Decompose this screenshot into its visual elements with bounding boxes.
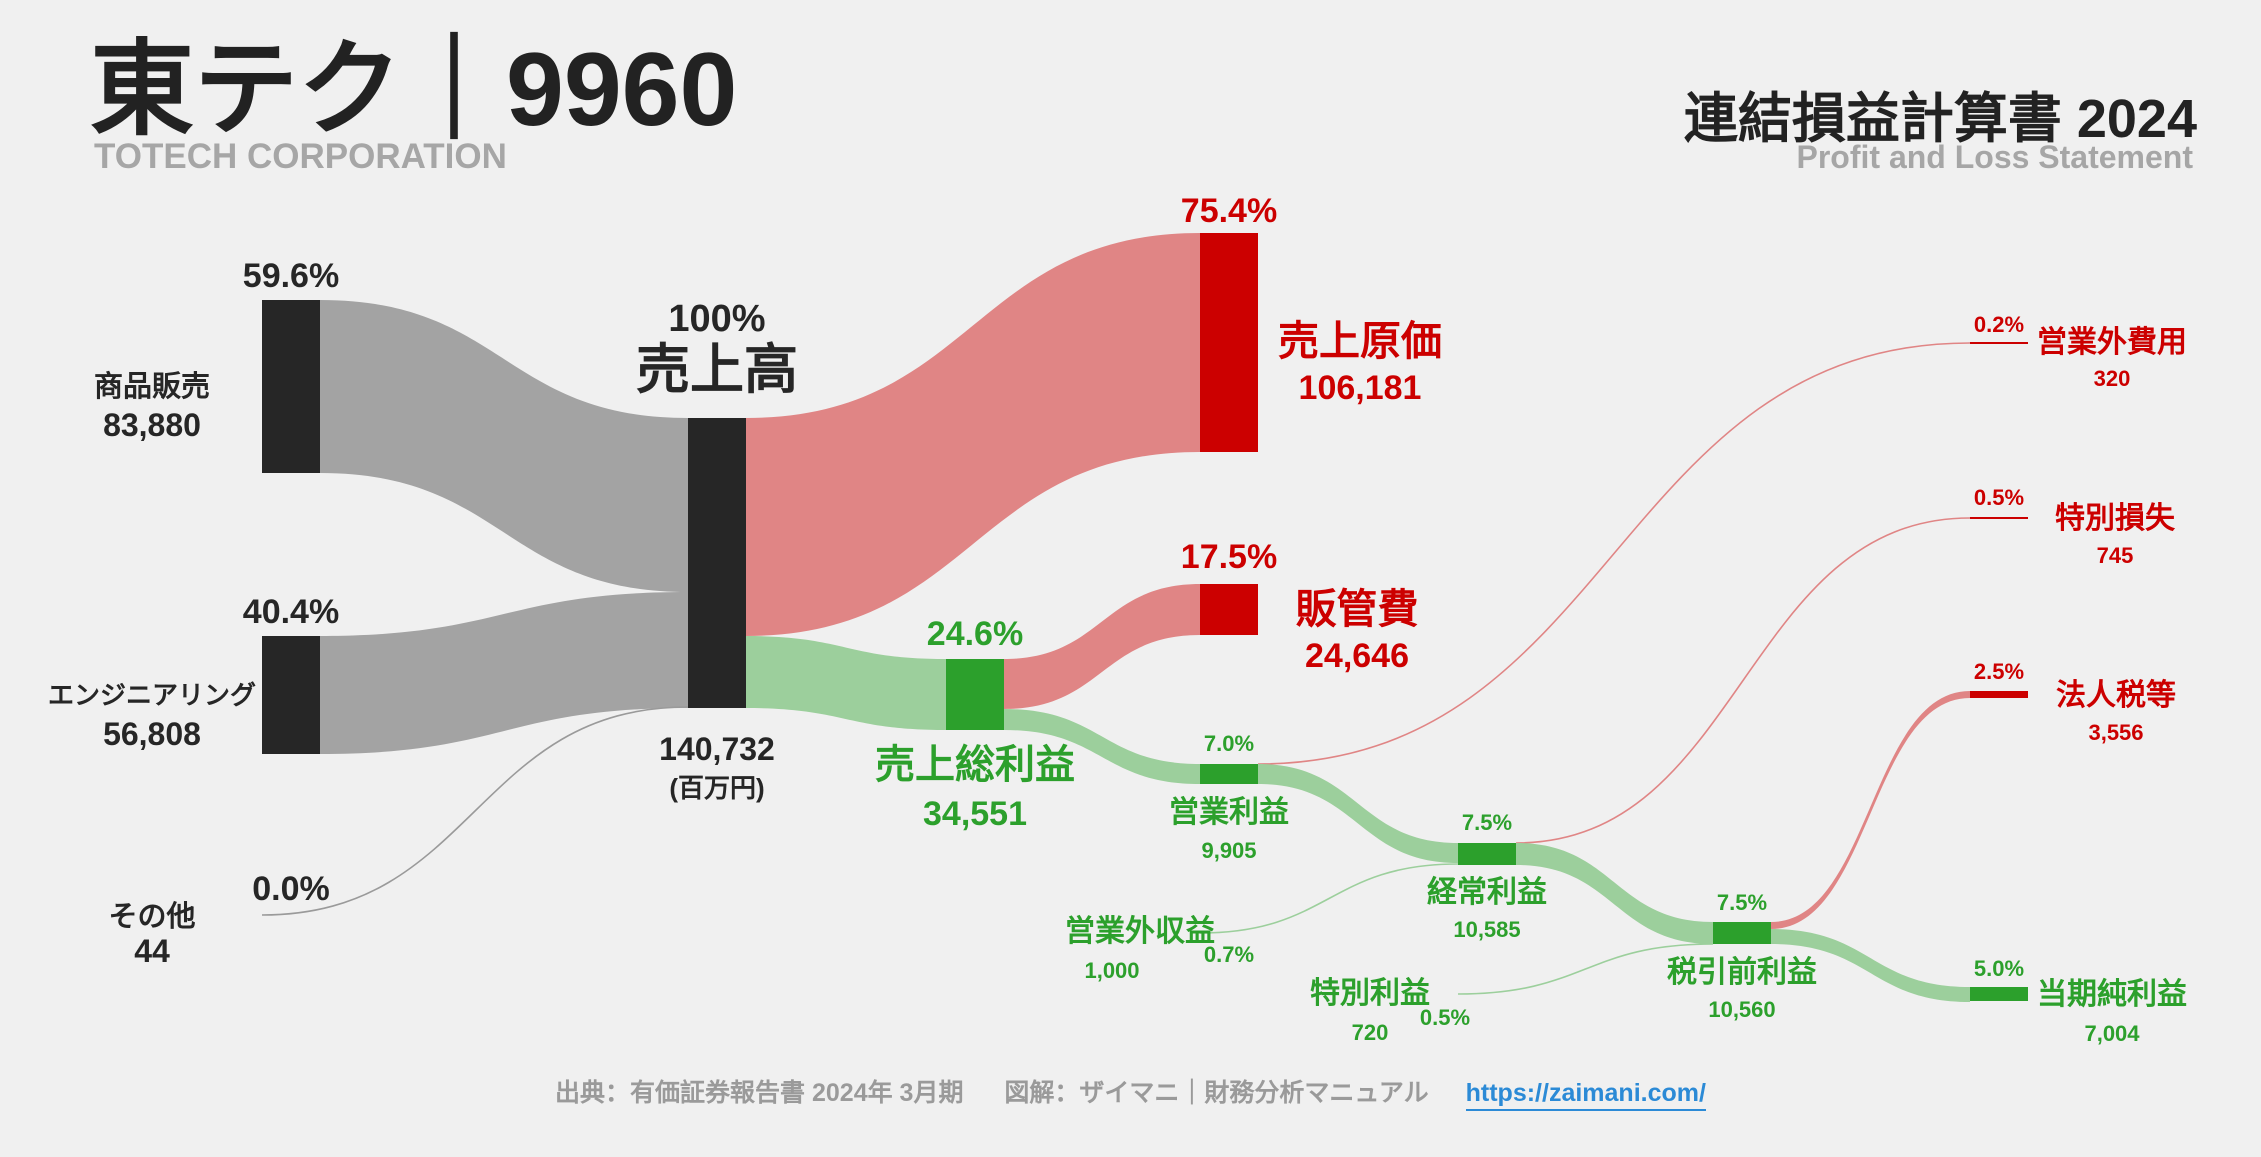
unit-label: (百万円) [669, 773, 764, 803]
percent-label-other: 0.0% [252, 870, 330, 908]
value-label-extra-loss: 745 [2097, 543, 2134, 568]
value-label-operating-profit: 9,905 [1201, 838, 1256, 863]
node-tax [1970, 691, 2028, 698]
node-sales-goods [262, 300, 320, 473]
percent-label-non-op-expense: 0.2% [1974, 312, 2024, 337]
value-label-gross-profit: 34,551 [923, 795, 1027, 833]
node-extra-loss [1970, 517, 2028, 519]
link-pretax_profit-to-net_profit [1771, 929, 1970, 1002]
source-note: 出典：有価証券報告書 2024年 3月期 [555, 1079, 964, 1107]
node-pretax-profit [1713, 922, 1771, 944]
link-pretax_profit-to-tax [1771, 691, 1970, 929]
value-label-non-op-income: 1,000 [1084, 958, 1139, 983]
node-sga [1200, 584, 1258, 635]
name-label-non-op-expense: 営業外費用 [2037, 326, 2187, 359]
name-label-other: その他 [108, 900, 195, 933]
link-operating_profit-to-ordinary_profit [1258, 764, 1458, 863]
percent-label-extra-loss: 0.5% [1974, 485, 2024, 510]
link-ordinary_profit-to-extra_loss [1515, 517, 1971, 844]
link-ordinary_profit-to-pretax_profit [1516, 843, 1713, 944]
name-label-tax: 法人税等 [2056, 678, 2176, 712]
value-label-other: 44 [134, 933, 170, 969]
company-name-en: TOTECH CORPORATION [94, 137, 507, 176]
node-non-op-expense [1970, 342, 2028, 344]
percent-label-non-op-income: 0.7% [1204, 942, 1254, 967]
value-label-tax: 3,556 [2088, 720, 2143, 745]
node-net-profit [1970, 987, 2028, 1001]
link-sales_goods-to-revenue [320, 300, 688, 592]
site-link[interactable]: https://zaimani.com/ [1465, 1079, 1706, 1111]
node-revenue [688, 418, 746, 708]
name-label-sga: 販管費 [1296, 586, 1419, 632]
link-other-to-revenue [261, 706, 689, 916]
percent-label-tax: 2.5% [1974, 659, 2024, 684]
name-label-cogs: 売上原価 [1278, 318, 1442, 364]
name-label-extra-loss: 特別損失 [2055, 502, 2176, 535]
value-label-sales-goods: 83,880 [103, 407, 201, 443]
name-label-pretax-profit: 税引前利益 [1667, 956, 1817, 989]
value-label-ordinary-profit: 10,585 [1453, 917, 1520, 942]
footer: 出典：有価証券報告書 2024年 3月期 図解：ザイマニ｜財務分析マニュアル h… [0, 1073, 2261, 1111]
percent-label-sga: 17.5% [1181, 538, 1277, 576]
percent-label-pretax-profit: 7.5% [1717, 890, 1767, 915]
credit-note: 図解：ザイマニ｜財務分析マニュアル [1004, 1079, 1429, 1107]
statement-title: 連結損益計算書 2024 [1683, 89, 2197, 149]
link-revenue-to-gross_profit [746, 636, 946, 730]
node-gross-profit [946, 659, 1004, 730]
link-non_op_income-to-ordinary_profit [1199, 863, 1459, 934]
company-name: 東テク｜9960 [90, 32, 738, 148]
link-revenue-to-cogs [746, 233, 1200, 636]
percent-label-operating-profit: 7.0% [1204, 731, 1254, 756]
percent-label-net-profit: 5.0% [1974, 956, 2024, 981]
value-label-revenue: 140,732 [659, 731, 775, 767]
value-label-engineering: 56,808 [103, 716, 201, 752]
link-engineering-to-revenue [320, 592, 688, 754]
name-label-net-profit: 当期純利益 [2037, 977, 2187, 1011]
name-label-ordinary-profit: 経常利益 [1427, 875, 1547, 909]
value-label-net-profit: 7,004 [2084, 1021, 2140, 1046]
name-label-revenue: 売上高 [636, 340, 798, 400]
name-label-gross-profit: 売上総利益 [875, 743, 1075, 787]
value-label-non-op-expense: 320 [2094, 366, 2131, 391]
name-label-extra-gain: 特別利益 [1310, 977, 1430, 1010]
name-label-operating-profit: 営業利益 [1169, 796, 1289, 829]
name-label-sales-goods: 商品販売 [94, 370, 210, 403]
percent-label-cogs: 75.4% [1181, 192, 1277, 230]
percent-label-extra-gain: 0.5% [1420, 1005, 1470, 1030]
percent-label-sales-goods: 59.6% [243, 257, 339, 295]
percent-label-revenue: 100% [668, 298, 765, 340]
name-label-engineering: エンジニアリング [48, 680, 256, 710]
value-label-sga: 24,646 [1305, 637, 1409, 675]
node-operating-profit [1200, 764, 1258, 784]
link-gross_profit-to-sga [1004, 584, 1200, 709]
link-extra_gain-to-pretax_profit [1457, 943, 1714, 995]
value-label-pretax-profit: 10,560 [1708, 997, 1775, 1022]
percent-label-ordinary-profit: 7.5% [1462, 810, 1512, 835]
name-label-non-op-income: 営業外収益 [1065, 915, 1215, 948]
link-operating_profit-to-non_op_expense [1257, 342, 1971, 765]
percent-label-gross-profit: 24.6% [927, 615, 1023, 653]
node-engineering [262, 636, 320, 754]
link-gross_profit-to-operating_profit [1004, 709, 1200, 784]
value-label-extra-gain: 720 [1352, 1020, 1389, 1045]
statement-title-en: Profit and Loss Statement [1796, 139, 2194, 175]
node-cogs [1200, 233, 1258, 452]
percent-label-engineering: 40.4% [243, 593, 339, 631]
node-ordinary-profit [1458, 843, 1516, 865]
value-label-cogs: 106,181 [1299, 369, 1422, 407]
